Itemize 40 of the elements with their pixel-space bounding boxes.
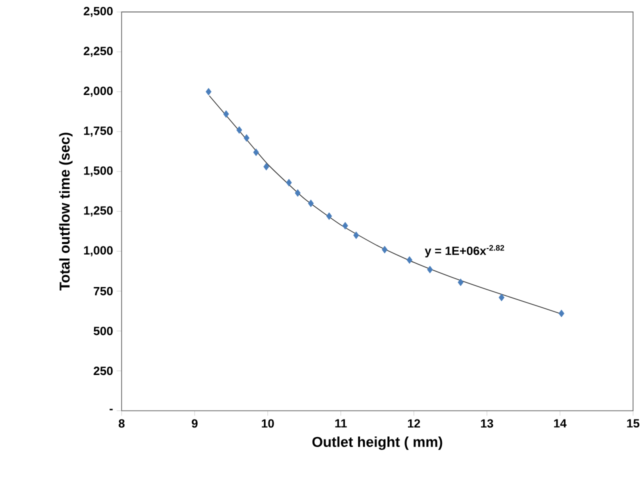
x-tick-label: 10: [262, 419, 274, 428]
point: [286, 179, 292, 187]
point: [498, 294, 504, 302]
x-tick-label: 15: [627, 419, 640, 428]
y-tick-label: 2,250: [84, 46, 113, 58]
point: [308, 200, 314, 208]
x-tick-label: 8: [118, 419, 125, 428]
y-tick-label: 750: [94, 287, 113, 296]
y-axis-title: Total outflow time (sec): [59, 132, 73, 291]
y-tick-label: 1,750: [84, 126, 113, 137]
y-tick-label: 2,000: [84, 86, 113, 98]
y-tick-label: 2,500: [84, 7, 113, 18]
point: [326, 212, 332, 220]
x-tick-label: 9: [192, 419, 198, 428]
y-tick-label: 250: [94, 366, 113, 376]
point: [253, 148, 259, 156]
point: [244, 134, 250, 142]
y-tick-label: 500: [94, 327, 113, 336]
y-tick-label: 1,000: [84, 246, 113, 257]
x-axis-title: Outlet height ( mm): [312, 436, 442, 450]
annotation: y = 1E+06x$^{-2.82}$: [424, 245, 504, 258]
point: [294, 189, 301, 198]
point: [558, 310, 564, 318]
point: [206, 88, 212, 96]
point: [353, 232, 360, 240]
y-tick-label: 1,500: [84, 166, 113, 177]
point: [458, 278, 464, 286]
x-tick-label: 12: [408, 419, 420, 428]
y-tick-label: -: [110, 409, 113, 410]
y-tick-label: 1,250: [84, 206, 113, 217]
point: [236, 126, 242, 134]
x-tick-label: 14: [554, 419, 567, 428]
point: [263, 163, 270, 171]
point: [406, 256, 412, 264]
point: [427, 266, 433, 274]
x-tick-label: 11: [335, 419, 347, 428]
point: [342, 222, 348, 230]
x-tick-label: 13: [481, 419, 494, 428]
point: [223, 110, 229, 118]
point: [382, 246, 388, 254]
